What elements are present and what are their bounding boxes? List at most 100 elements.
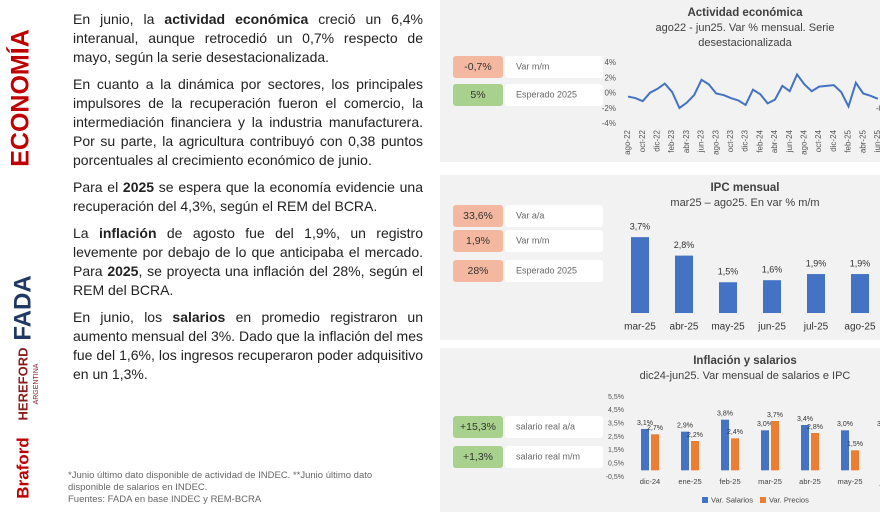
x-tick-label: jun-23 bbox=[697, 129, 706, 153]
badge-value: -0,7% bbox=[464, 61, 491, 73]
bar bbox=[771, 421, 779, 471]
x-tick-label: ago-23 bbox=[711, 129, 720, 154]
badge-label-box bbox=[505, 416, 603, 438]
bar bbox=[731, 438, 739, 471]
badge-label: Var m/m bbox=[516, 61, 549, 71]
x-tick-label: may-25 bbox=[837, 477, 862, 486]
badge bbox=[453, 56, 503, 78]
footnote: disponible de salarios en INDEC. bbox=[68, 482, 208, 493]
legend-label: Var. Precios bbox=[769, 495, 809, 504]
badge bbox=[453, 446, 503, 468]
badge bbox=[453, 84, 503, 106]
x-tick-label: jun-25 bbox=[873, 129, 880, 153]
x-tick-label: dic-22 bbox=[653, 129, 662, 151]
logo-hereford: HEREFORD bbox=[15, 348, 30, 421]
logo-argentina: ARGENTINA bbox=[33, 363, 40, 404]
value-label: 3,7% bbox=[630, 222, 651, 232]
value-label: -0,7% bbox=[876, 104, 880, 113]
bar bbox=[691, 441, 699, 471]
value-label: 3,0% bbox=[837, 421, 853, 428]
x-tick-label: abr-25 bbox=[670, 322, 699, 333]
text-run: salarios bbox=[172, 309, 226, 325]
chart-title: Actividad económica bbox=[687, 7, 803, 19]
badge bbox=[453, 416, 503, 438]
badge bbox=[453, 230, 503, 252]
y-tick-label: 5,5% bbox=[608, 394, 624, 401]
x-tick-label: ago-24 bbox=[800, 129, 809, 154]
y-tick-label: 2% bbox=[604, 73, 616, 82]
logo-braford: Braford bbox=[13, 437, 32, 498]
value-label: 3,4% bbox=[797, 416, 813, 423]
x-tick-label: mar-25 bbox=[624, 322, 656, 333]
x-tick-label: ago-22 bbox=[623, 129, 632, 154]
y-tick-label: 3,5% bbox=[608, 421, 624, 428]
badge-label: Var a/a bbox=[516, 210, 544, 220]
y-tick-label: 0% bbox=[604, 89, 616, 98]
section-title: ECONOMÍA bbox=[6, 29, 35, 167]
bar bbox=[851, 450, 859, 471]
text-run: de agosto fue del 1,9%, un registro leve… bbox=[73, 225, 423, 279]
chart-subtitle: dic24-jun25. Var mensual de salarios e I… bbox=[639, 370, 851, 382]
badge-value: 5% bbox=[470, 89, 485, 101]
text-run: 2025 bbox=[122, 179, 155, 195]
x-tick-label: jun-25 bbox=[879, 477, 880, 486]
text-run: , se proyecta una inflación del 28%, seg… bbox=[73, 263, 423, 298]
y-tick-label: 1,5% bbox=[608, 447, 624, 454]
line bbox=[627, 72, 879, 110]
x-tick-label: feb-25 bbox=[844, 129, 853, 152]
panel bbox=[440, 0, 880, 162]
value-label: 2,7% bbox=[647, 425, 663, 432]
badge-value: 33,6% bbox=[463, 210, 493, 222]
x-tick-label: jul-25 bbox=[803, 322, 829, 333]
x-tick-label: abr-23 bbox=[682, 129, 691, 153]
x-tick-label: abr-24 bbox=[770, 129, 779, 153]
sidebar bbox=[0, 0, 56, 512]
y-tick-label: 2,5% bbox=[608, 434, 624, 441]
text-run: se espera que la economía evidencie una … bbox=[73, 179, 423, 214]
value-label: 3,1% bbox=[637, 420, 653, 427]
value-label: 1,5% bbox=[847, 441, 863, 448]
x-tick-label: dic-24 bbox=[640, 477, 660, 486]
value-label: 1,9% bbox=[850, 258, 871, 268]
badge-label: Var m/m bbox=[516, 235, 549, 245]
badge-value: 28% bbox=[467, 265, 488, 277]
value-label: 1,6% bbox=[762, 265, 783, 275]
bar bbox=[851, 274, 869, 313]
body-text: En junio, la actividad económica creció … bbox=[73, 10, 423, 392]
x-tick-label: feb-24 bbox=[755, 129, 764, 152]
text-run: actividad económica bbox=[164, 11, 309, 27]
footnote: Fuentes: FADA en base INDEC y REM-BCRA bbox=[68, 494, 262, 505]
text-run: en promedio registraron un aumento mensu… bbox=[73, 309, 423, 382]
bar bbox=[811, 433, 819, 471]
text-run: creció un 6,4% interanual, aunque retroc… bbox=[73, 11, 423, 65]
x-tick-label: feb-25 bbox=[719, 477, 740, 486]
y-tick-label: -0,5% bbox=[606, 474, 624, 481]
x-tick-label: abr-25 bbox=[858, 129, 867, 153]
text-run: inflación bbox=[98, 225, 157, 241]
value-label: 1,9% bbox=[806, 258, 827, 268]
x-tick-label: feb-23 bbox=[667, 129, 676, 152]
y-tick-label: 0,5% bbox=[608, 461, 624, 468]
value-label: 1,5% bbox=[718, 267, 739, 277]
badge-label-box bbox=[505, 205, 603, 227]
chart-subtitle: ago22 - jun25. Var % mensual. Serie dese… bbox=[655, 22, 835, 49]
x-tick-label: dic-24 bbox=[829, 129, 838, 151]
bar bbox=[841, 430, 849, 471]
x-tick-label: mar-25 bbox=[758, 477, 782, 486]
value-label: 3,0% bbox=[757, 421, 773, 428]
bar bbox=[681, 431, 689, 471]
x-tick-label: dic-23 bbox=[741, 129, 750, 151]
value-label: 3,8% bbox=[717, 411, 733, 418]
x-tick-label: ago-25 bbox=[844, 322, 876, 333]
paragraph: En junio, los salarios en promedio regis… bbox=[73, 308, 423, 384]
paragraph: La inflación de agosto fue del 1,9%, un … bbox=[73, 224, 423, 300]
x-tick-label: oct-22 bbox=[638, 129, 647, 152]
x-tick-label: oct-24 bbox=[814, 129, 823, 152]
text-run: 2025 bbox=[107, 263, 139, 279]
chart-title: IPC mensual bbox=[710, 182, 780, 194]
x-tick-label: jun-25 bbox=[757, 322, 786, 333]
y-tick-label: -4% bbox=[602, 119, 616, 128]
bar bbox=[641, 429, 649, 471]
legend-swatch bbox=[759, 497, 766, 503]
